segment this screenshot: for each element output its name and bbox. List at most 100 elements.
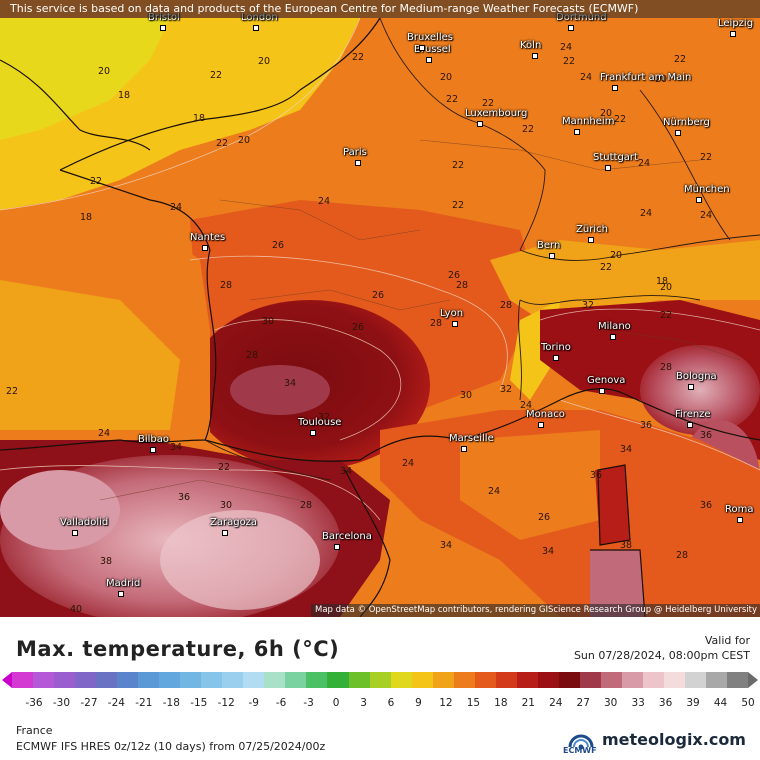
city-label: Nantes <box>190 232 226 243</box>
map-attribution[interactable]: Map data © OpenStreetMap contributors, r… <box>311 604 760 617</box>
city-marker <box>612 85 618 91</box>
isotherm-label: 24 <box>488 486 501 497</box>
isotherm-label: 30 <box>220 500 233 511</box>
isotherm-label: 28 <box>246 350 259 361</box>
colorbar-swatch <box>75 672 97 688</box>
isotherm-label: 24 <box>170 202 183 213</box>
temperature-colorbar <box>12 672 749 688</box>
isotherm-label: 22 <box>452 200 465 211</box>
colorbar-swatch <box>222 672 244 688</box>
isotherm-label: 20 <box>238 135 251 146</box>
colorbar-tick-label: -36 <box>25 697 43 709</box>
colorbar-swatch <box>138 672 160 688</box>
city-marker <box>118 591 124 597</box>
city-label: Monaco <box>526 409 565 420</box>
city-label: Lyon <box>440 308 464 319</box>
city-label: Zürich <box>576 224 608 235</box>
isotherm-label: 28 <box>220 280 233 291</box>
colorbar-min-arrow <box>2 672 12 688</box>
isotherm-label: 28 <box>430 318 443 329</box>
temperature-field <box>0 0 760 617</box>
isotherm-label: 36 <box>178 492 191 503</box>
isotherm-label: 22 <box>352 52 365 63</box>
colorbar-tick-label: 30 <box>604 697 618 709</box>
isotherm-label: 22 <box>446 94 459 105</box>
city-label: Bilbao <box>138 434 170 445</box>
city-marker <box>688 384 694 390</box>
city-marker <box>610 334 616 340</box>
city-label: Barcelona <box>322 531 372 542</box>
temperature-map[interactable]: This service is based on data and produc… <box>0 0 760 617</box>
isotherm-label: 28 <box>456 280 469 291</box>
city-marker <box>253 25 259 31</box>
colorbar-swatch <box>390 672 412 688</box>
city-label: Brussel <box>414 44 451 55</box>
city-label: Paris <box>343 147 367 158</box>
colorbar-swatch <box>411 672 433 688</box>
colorbar-swatch <box>54 672 76 688</box>
colorbar-tick-label: -27 <box>80 697 98 709</box>
city-marker <box>461 446 467 452</box>
city-label: Roma <box>725 504 754 515</box>
city-label: Bern <box>537 240 561 251</box>
colorbar-swatch <box>474 672 496 688</box>
isotherm-label: 28 <box>676 550 689 561</box>
colorbar-tick-label: -3 <box>303 697 314 709</box>
isotherm-label: 24 <box>520 400 533 411</box>
city-marker <box>599 388 605 394</box>
colorbar-swatch <box>96 672 118 688</box>
city-marker <box>730 31 736 37</box>
colorbar-max-arrow <box>748 672 758 688</box>
isotherm-label: 38 <box>620 540 633 551</box>
isotherm-label: 36 <box>700 500 713 511</box>
isotherm-label: 18 <box>193 113 206 124</box>
city-marker <box>568 25 574 31</box>
city-marker <box>538 422 544 428</box>
isotherm-label: 36 <box>700 430 713 441</box>
colorbar-tick-label: 0 <box>332 697 340 709</box>
city-label: Firenze <box>675 409 711 420</box>
colorbar-swatch <box>369 672 391 688</box>
valid-time: Sun 07/28/2024, 08:00pm CEST <box>573 649 750 662</box>
colorbar-tick-label: 12 <box>439 697 453 709</box>
isotherm-label: 20 <box>600 108 613 119</box>
isotherm-label: 26 <box>448 270 461 281</box>
isotherm-label: 28 <box>660 362 673 373</box>
colorbar-swatch <box>727 672 749 688</box>
meteologix-brand[interactable]: meteologix.com <box>602 730 746 749</box>
isotherm-label: 30 <box>460 390 473 401</box>
colorbar-tick-label: 15 <box>466 697 481 709</box>
city-label: München <box>684 184 730 195</box>
city-marker <box>574 129 580 135</box>
city-label: Toulouse <box>298 417 342 428</box>
colorbar-swatch <box>327 672 349 688</box>
isotherm-label: 22 <box>660 310 673 321</box>
colorbar-swatch <box>706 672 728 688</box>
isotherm-label: 24 <box>580 72 593 83</box>
isotherm-label: 20 <box>98 66 111 77</box>
colorbar-tick-label: -15 <box>190 697 208 709</box>
city-label: Milano <box>598 321 631 332</box>
colorbar-tick-label: 33 <box>631 697 645 709</box>
colorbar-tick-label: 18 <box>494 697 508 709</box>
city-label: Mannheim <box>562 116 615 127</box>
city-label: Madrid <box>106 578 141 589</box>
colorbar-tick-label: -24 <box>107 697 125 709</box>
ecmwf-logo-icon <box>568 734 594 750</box>
isotherm-label: 24 <box>638 158 651 169</box>
city-marker <box>355 160 361 166</box>
colorbar-swatch <box>285 672 307 688</box>
isotherm-label: 18 <box>80 212 93 223</box>
isotherm-label: 24 <box>700 210 713 221</box>
isotherm-label: 38 <box>100 556 113 567</box>
isotherm-label: 34 <box>340 466 353 477</box>
city-marker <box>588 237 594 243</box>
city-marker <box>222 530 228 536</box>
ecmwf-logo-text: ECMWF <box>563 746 597 755</box>
colorbar-swatch <box>453 672 475 688</box>
colorbar-swatch <box>579 672 601 688</box>
city-label: Zaragoza <box>210 517 258 528</box>
city-label: Genova <box>587 375 626 386</box>
isotherm-label: 22 <box>522 124 535 135</box>
isotherm-label: 26 <box>272 240 285 251</box>
